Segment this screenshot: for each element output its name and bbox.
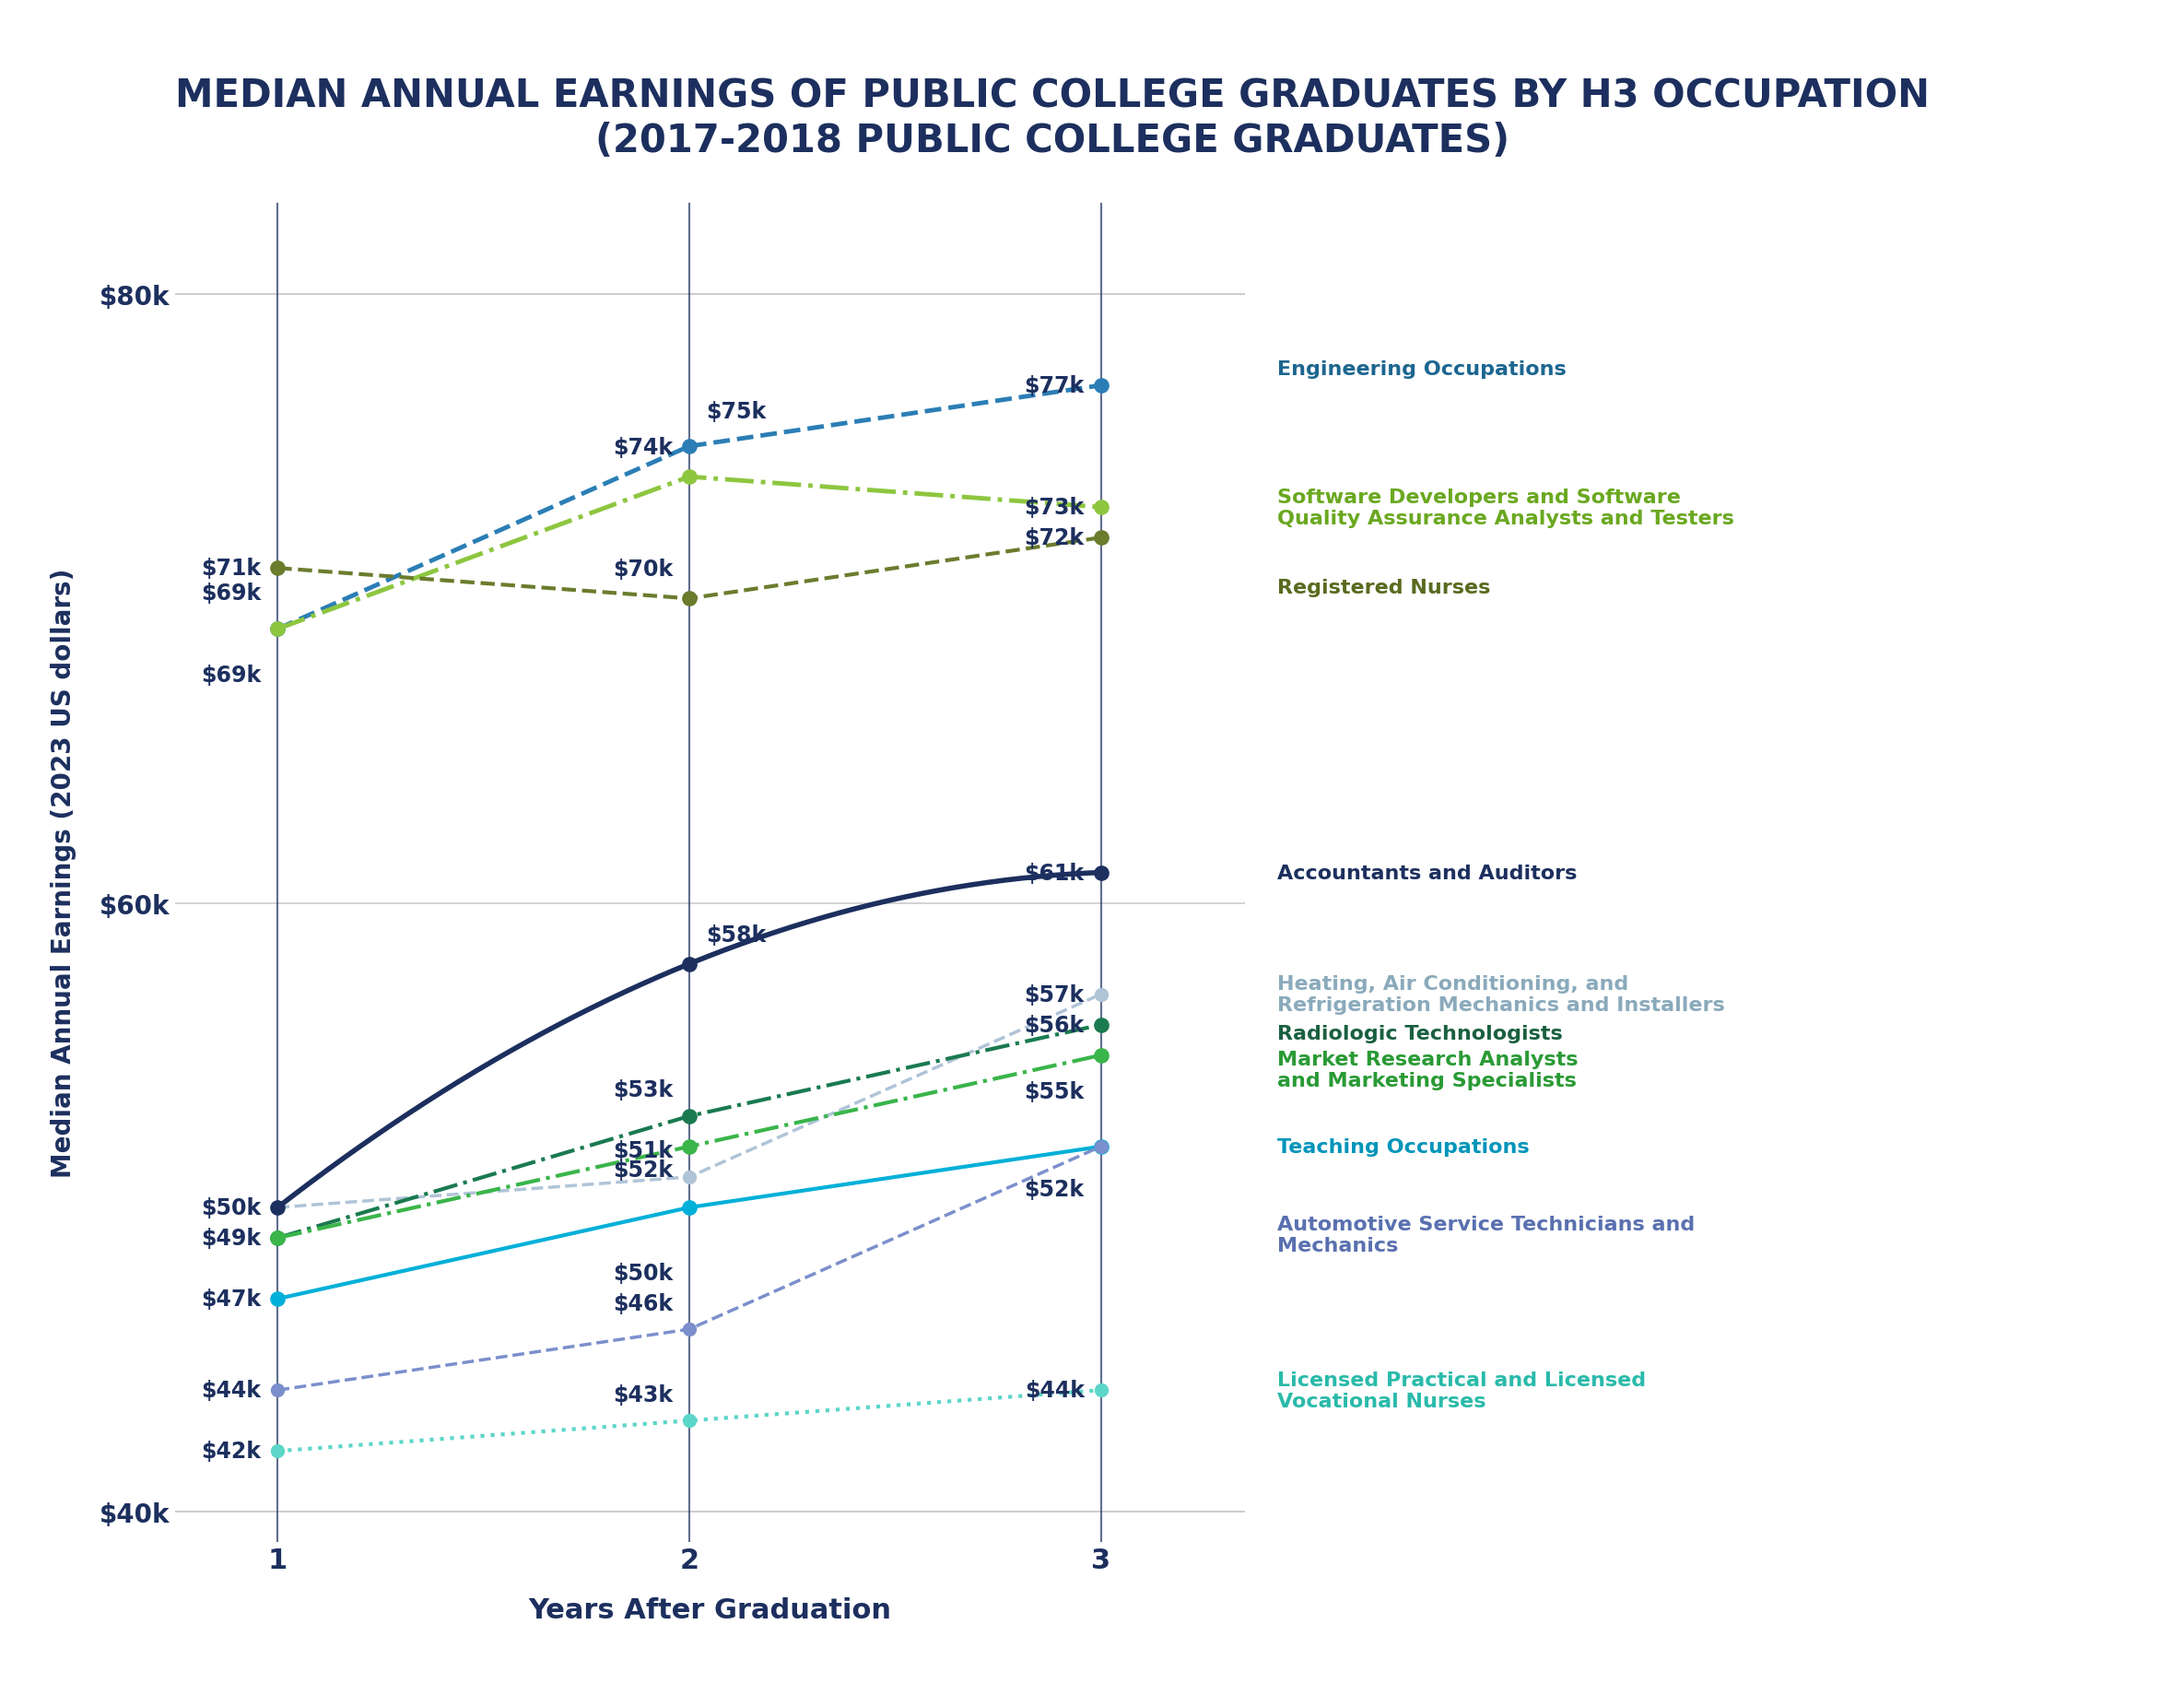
Text: $69k: $69k bbox=[201, 664, 262, 686]
Text: Licensed Practical and Licensed
Vocational Nurses: Licensed Practical and Licensed Vocation… bbox=[1278, 1370, 1647, 1410]
Text: $50k: $50k bbox=[201, 1197, 262, 1219]
Text: $55k: $55k bbox=[1024, 1081, 1083, 1103]
Text: Engineering Occupations: Engineering Occupations bbox=[1278, 359, 1566, 378]
Text: $56k: $56k bbox=[1024, 1014, 1083, 1036]
Text: $57k: $57k bbox=[1024, 983, 1083, 1005]
Text: Registered Nurses: Registered Nurses bbox=[1278, 578, 1492, 597]
Text: $75k: $75k bbox=[705, 400, 767, 422]
Text: Market Research Analysts
and Marketing Specialists: Market Research Analysts and Marketing S… bbox=[1278, 1051, 1579, 1090]
Text: Software Developers and Software
Quality Assurance Analysts and Testers: Software Developers and Software Quality… bbox=[1278, 488, 1734, 527]
Text: $46k: $46k bbox=[614, 1292, 673, 1314]
Text: $74k: $74k bbox=[614, 437, 673, 459]
Text: Teaching Occupations: Teaching Occupations bbox=[1278, 1137, 1529, 1156]
Text: MEDIAN ANNUAL EARNINGS OF PUBLIC COLLEGE GRADUATES BY H3 OCCUPATION
(2017-2018 P: MEDIAN ANNUAL EARNINGS OF PUBLIC COLLEGE… bbox=[175, 76, 1928, 161]
Text: Automotive Service Technicians and
Mechanics: Automotive Service Technicians and Mecha… bbox=[1278, 1215, 1695, 1254]
Text: $52k: $52k bbox=[614, 1159, 673, 1181]
Text: $72k: $72k bbox=[1024, 527, 1083, 549]
Text: $73k: $73k bbox=[1024, 497, 1083, 519]
Text: $44k: $44k bbox=[1024, 1380, 1083, 1402]
Text: $43k: $43k bbox=[614, 1383, 673, 1405]
X-axis label: Years After Graduation: Years After Graduation bbox=[529, 1597, 891, 1624]
Text: $71k: $71k bbox=[201, 558, 262, 580]
Text: Radiologic Technologists: Radiologic Technologists bbox=[1278, 1024, 1564, 1042]
Text: $47k: $47k bbox=[201, 1288, 262, 1310]
Text: $77k: $77k bbox=[1024, 375, 1083, 397]
Text: $70k: $70k bbox=[614, 559, 673, 581]
Text: $53k: $53k bbox=[614, 1080, 673, 1102]
Text: Heating, Air Conditioning, and
Refrigeration Mechanics and Installers: Heating, Air Conditioning, and Refrigera… bbox=[1278, 975, 1725, 1015]
Text: $61k: $61k bbox=[1024, 861, 1083, 885]
Text: $69k: $69k bbox=[201, 581, 262, 603]
Text: $42k: $42k bbox=[201, 1441, 262, 1463]
Text: $52k: $52k bbox=[1024, 1178, 1083, 1200]
Y-axis label: Median Annual Earnings (2023 US dollars): Median Annual Earnings (2023 US dollars) bbox=[50, 568, 76, 1178]
Text: $49k: $49k bbox=[201, 1227, 262, 1249]
Text: $58k: $58k bbox=[705, 924, 767, 946]
Text: $50k: $50k bbox=[614, 1261, 673, 1283]
Text: Accountants and Auditors: Accountants and Auditors bbox=[1278, 864, 1577, 881]
Text: $44k: $44k bbox=[201, 1380, 262, 1402]
Text: $51k: $51k bbox=[614, 1141, 673, 1163]
